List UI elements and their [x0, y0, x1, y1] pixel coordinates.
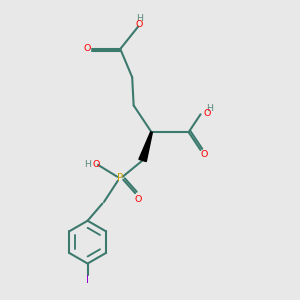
Text: O: O [136, 20, 143, 29]
Text: O: O [201, 150, 208, 159]
Polygon shape [139, 132, 152, 162]
Text: H: H [84, 160, 92, 169]
Text: O: O [203, 109, 211, 118]
Text: H: H [206, 104, 213, 113]
Text: O: O [84, 44, 91, 53]
Text: I: I [86, 275, 89, 285]
Text: P: P [117, 173, 123, 183]
Text: H: H [136, 14, 143, 23]
Text: O: O [134, 194, 142, 203]
Text: O: O [92, 160, 100, 169]
